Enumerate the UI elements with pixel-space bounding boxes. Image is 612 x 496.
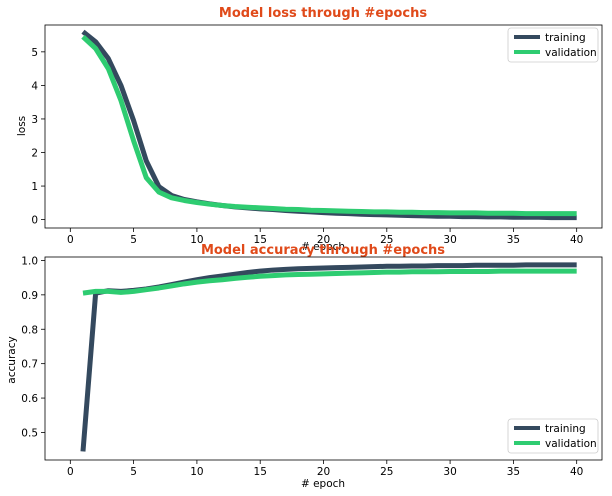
loss-chart-title: Model loss through #epochs [219,6,427,21]
loss-chart: Model loss through #epochs 0 5 10 15 20 25 30 3… [16,6,603,253]
accuracy-y-tick-label: 0.9 [21,290,38,302]
accuracy-legend: training validation [507,418,599,454]
loss-y-tick-label: 2 [31,148,38,160]
loss-x-tick-label: 15 [254,234,267,246]
accuracy-x-tick-label: 35 [507,466,520,478]
accuracy-chart: Model accuracy through #epochs 0 5 10 15 20 2… [6,243,603,490]
accuracy-x-axis-label: # epoch [301,478,345,490]
accuracy-y-tick-label: 0.7 [21,359,38,371]
accuracy-x-tick-label: 40 [570,466,583,478]
accuracy-x-tick-label: 15 [254,466,267,478]
accuracy-x-tick-label: 30 [443,466,456,478]
accuracy-chart-title: Model accuracy through #epochs [201,243,445,258]
accuracy-y-tick-label: 1.0 [21,255,38,267]
accuracy-legend-validation-label: validation [545,438,597,450]
loss-y-axis-label: loss [16,116,28,136]
loss-y-tick-label: 1 [31,181,38,193]
accuracy-validation-line [82,268,577,296]
loss-x-axis-label: # epoch [301,241,345,253]
loss-legend-training-label: training [545,32,586,44]
accuracy-y-tick-label: 0.5 [21,427,38,439]
accuracy-x-tick-label: 10 [190,466,203,478]
accuracy-y-tick-label: 0.6 [21,393,38,405]
loss-y-tick-label: 4 [31,80,38,92]
accuracy-x-tick-label: 20 [317,466,330,478]
accuracy-x-tick-label: 5 [130,466,137,478]
accuracy-training-line [80,262,577,452]
loss-y-tick-label: 0 [31,215,38,227]
loss-legend-validation-label: validation [545,47,597,59]
loss-x-tick-label: 20 [317,234,330,246]
accuracy-legend-training-label: training [545,423,586,435]
loss-x-tick-label: 5 [130,234,137,246]
accuracy-x-tick-label: 0 [67,466,74,478]
loss-validation-line [81,34,577,217]
loss-x-tick-label: 0 [67,234,74,246]
loss-x-tick-label: 35 [507,234,520,246]
accuracy-y-tick-label: 0.8 [21,324,38,336]
loss-y-tick-label: 3 [31,114,38,126]
loss-legend: training validation [507,27,599,63]
accuracy-y-axis-label: accuracy [6,336,18,383]
loss-x-tick-label: 30 [443,234,456,246]
loss-x-tick-label: 40 [570,234,583,246]
accuracy-x-tick-label: 25 [380,466,393,478]
loss-y-tick-label: 5 [31,47,38,59]
loss-x-tick-label: 10 [190,234,203,246]
loss-x-tick-label: 25 [380,234,393,246]
